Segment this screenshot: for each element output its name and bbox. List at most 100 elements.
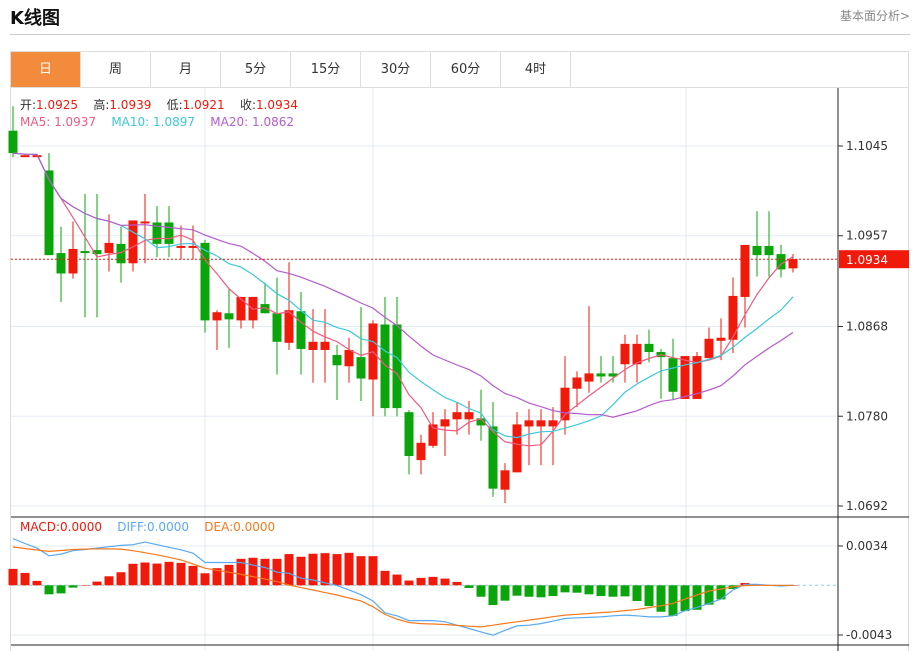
macd-bar [212,568,222,586]
dea-label: DEA: [204,520,234,534]
macd-tick-label: 0.0034 [846,539,888,553]
macd-bar [584,585,594,595]
candle-body [380,324,390,409]
candle-body [440,419,450,427]
macd-bar [260,558,270,586]
candle-body [704,338,714,359]
fundamental-analysis-link[interactable]: 基本面分析> [839,9,910,23]
macd-bar [104,576,114,586]
candle-body [20,155,30,158]
macd-bar [248,557,258,586]
candle-body [680,356,690,399]
macd-bar [176,562,186,586]
period-tabs: 日 周 月 5分 15分 30分 60分 4时 [11,52,571,87]
candle-body [536,420,546,427]
macd-bar [596,585,606,597]
macd-bar [536,585,546,598]
macd-bar [440,578,450,586]
candle-body [332,355,342,366]
current-price-label: 1.0934 [846,253,888,267]
macd-bar [20,572,30,586]
diff-value: 0.0000 [146,520,189,534]
tab-4hour[interactable]: 4时 [501,52,571,87]
macd-bar [464,585,474,588]
macd-value: 0.0000 [60,520,103,534]
candle-body [176,245,186,248]
ma10-line [12,152,794,439]
tab-60min[interactable]: 60分 [431,52,501,87]
price-tick-label: 1.0868 [846,320,888,334]
candle-body [56,253,66,274]
macd-bar [608,585,618,597]
candle-body [68,249,78,274]
macd-bar [404,580,414,586]
candle-body [404,412,414,457]
candle-body [308,341,318,350]
macd-bar [68,585,78,588]
candle-body [140,221,150,224]
candle-body [92,250,102,255]
current-price-badge [839,250,909,269]
candle-body [116,243,126,264]
header-divider [10,34,910,35]
macd-bar [500,585,510,601]
candle-body [236,296,246,321]
tab-month[interactable]: 月 [151,52,221,87]
tab-30min[interactable]: 30分 [361,52,431,87]
candle-body [476,418,486,426]
macd-bar [452,581,462,586]
tab-week[interactable]: 周 [81,52,151,87]
macd-bar [236,558,246,586]
dea-value: 0.0000 [233,520,276,534]
candle-body [344,349,354,367]
macd-bar [644,585,654,607]
macd-bar [548,585,558,597]
candle-body [320,341,330,350]
diff-line [12,538,794,636]
macd-bar [332,554,342,586]
candle-body [152,222,162,244]
candle-body [452,412,462,420]
ma10-label: MA10: [111,115,154,129]
price-tick-label: 1.1045 [846,139,888,153]
macd-bar [512,585,522,596]
tab-5min[interactable]: 5分 [221,52,291,87]
price-tick-label: 1.0780 [846,409,888,423]
tab-15min[interactable]: 15分 [291,52,361,87]
macd-bar [128,563,138,586]
high-value: 1.0939 [109,98,152,112]
macd-bar [620,585,630,597]
tab-day[interactable]: 日 [11,52,81,87]
macd-bar [8,568,18,586]
candle-body [284,310,294,343]
macd-bar [116,572,126,586]
high-label: 高: [93,98,110,112]
candle-body [356,357,366,379]
dea-line [12,546,793,628]
candle-body [188,245,198,248]
candle-body [392,324,402,409]
candle-body [512,424,522,473]
macd-bar [200,573,210,586]
tabs-divider [10,87,909,88]
candle-body [524,420,534,427]
macd-bar [668,585,678,616]
macd-bar [56,585,66,594]
candle-body [128,220,138,264]
candle-body [632,343,642,365]
macd-bar [680,585,690,612]
macd-bar [140,562,150,586]
candle-body [572,377,582,389]
macd-tick-label: -0.0043 [846,628,892,642]
macd-bar [476,585,486,597]
price-tick-label: 1.0957 [846,229,888,243]
macd-bar [32,580,42,586]
candle-body [488,426,498,489]
candle-body [560,387,570,421]
candle-body [272,313,282,342]
candle-body [428,424,438,446]
candle-body [752,245,762,256]
chart-container [10,51,909,651]
macd-bar [656,585,666,612]
